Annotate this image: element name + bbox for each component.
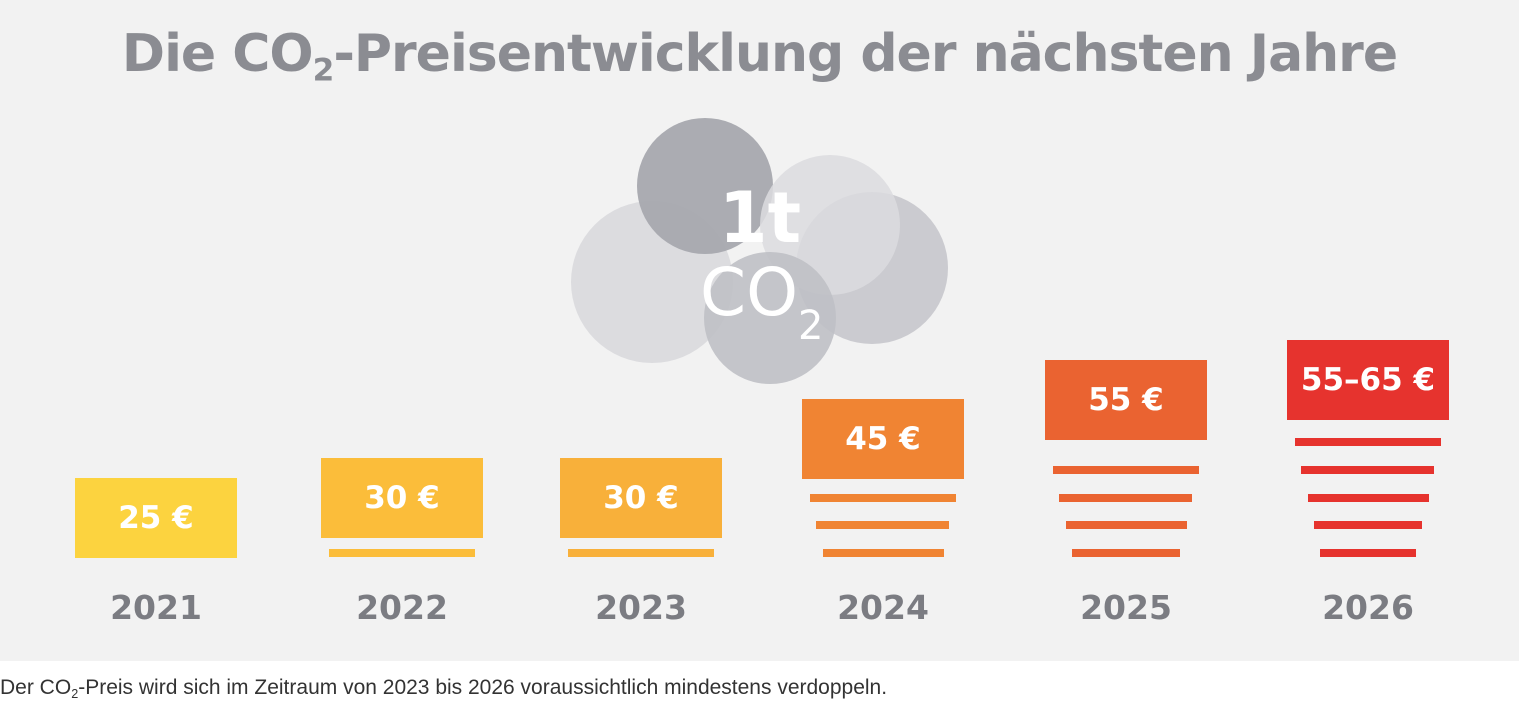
caption: Der CO2-Preis wird sich im Zeitraum von …	[0, 676, 888, 701]
year-label: 2021	[110, 588, 202, 627]
price-step-line	[1053, 466, 1199, 474]
price-step-line	[1295, 438, 1441, 446]
price-step-line	[329, 549, 475, 557]
price-step-line	[1072, 549, 1180, 557]
year-label: 2022	[356, 588, 448, 627]
price-step-line	[1301, 466, 1434, 474]
price-step-line	[1066, 521, 1187, 529]
chart-title: Die CO2-Preisentwicklung der nächsten Ja…	[121, 24, 1398, 89]
co2-label: 1t CO2	[700, 177, 824, 349]
price-step-line	[1314, 521, 1422, 529]
cloud-circle	[637, 118, 773, 254]
year-label: 2024	[837, 588, 929, 627]
price-step-line	[823, 549, 944, 557]
price-step-line	[1059, 494, 1192, 502]
price-box: 25 €	[75, 478, 237, 558]
price-box: 55 €	[1045, 360, 1207, 440]
price-box: 30 €	[560, 458, 722, 538]
price-step-line	[816, 521, 949, 529]
price-box: 30 €	[321, 458, 483, 538]
year-label: 2026	[1322, 588, 1414, 627]
year-label: 2023	[595, 588, 687, 627]
price-step-line	[1308, 494, 1429, 502]
year-label: 2025	[1080, 588, 1172, 627]
price-box: 45 €	[802, 399, 964, 479]
price-step-line	[810, 494, 956, 502]
co2-cloud-icon	[571, 118, 948, 384]
price-step-line	[568, 549, 714, 557]
price-step-line	[1320, 549, 1416, 557]
cloud-circle	[704, 252, 836, 384]
price-box: 55–65 €	[1287, 340, 1449, 420]
